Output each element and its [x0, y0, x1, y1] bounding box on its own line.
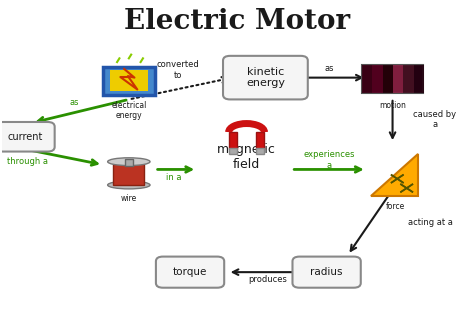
- FancyBboxPatch shape: [383, 65, 393, 93]
- Text: motion: motion: [379, 101, 406, 110]
- FancyBboxPatch shape: [362, 65, 423, 93]
- Text: electrical
energy: electrical energy: [111, 101, 146, 120]
- Ellipse shape: [108, 181, 150, 189]
- FancyBboxPatch shape: [362, 65, 372, 93]
- Text: acting at a: acting at a: [408, 218, 453, 227]
- FancyBboxPatch shape: [228, 132, 237, 149]
- FancyBboxPatch shape: [110, 70, 148, 91]
- FancyBboxPatch shape: [393, 65, 403, 93]
- Text: converted
to: converted to: [157, 60, 200, 79]
- Text: caused by
a: caused by a: [413, 110, 456, 129]
- Text: wire: wire: [121, 194, 137, 203]
- Text: as: as: [70, 98, 80, 107]
- FancyBboxPatch shape: [372, 65, 383, 93]
- Text: torque: torque: [173, 267, 207, 277]
- Ellipse shape: [108, 158, 150, 165]
- FancyBboxPatch shape: [0, 122, 55, 152]
- Text: force: force: [385, 202, 404, 211]
- FancyBboxPatch shape: [228, 148, 237, 154]
- FancyBboxPatch shape: [414, 65, 424, 93]
- FancyBboxPatch shape: [256, 132, 264, 149]
- Text: in a: in a: [166, 173, 182, 182]
- FancyBboxPatch shape: [103, 67, 155, 95]
- Text: magnetic
field: magnetic field: [217, 143, 276, 171]
- FancyBboxPatch shape: [156, 257, 224, 288]
- Text: through a: through a: [7, 157, 48, 166]
- Text: radius: radius: [310, 267, 343, 277]
- FancyBboxPatch shape: [113, 162, 145, 185]
- Polygon shape: [371, 154, 419, 196]
- FancyBboxPatch shape: [223, 56, 308, 100]
- Text: as: as: [324, 64, 334, 73]
- Text: produces: produces: [248, 275, 287, 284]
- FancyBboxPatch shape: [292, 257, 361, 288]
- FancyBboxPatch shape: [403, 65, 414, 93]
- Text: experiences
a: experiences a: [303, 150, 355, 170]
- Text: kinetic
energy: kinetic energy: [246, 67, 285, 89]
- Text: current: current: [8, 132, 43, 142]
- FancyBboxPatch shape: [256, 148, 264, 154]
- FancyBboxPatch shape: [125, 159, 133, 166]
- Text: Electric Motor: Electric Motor: [124, 8, 350, 35]
